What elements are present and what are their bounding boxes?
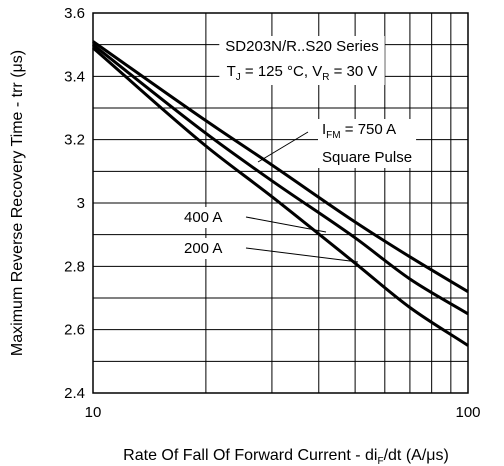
y-tick-label: 2.4 bbox=[64, 385, 85, 402]
series-400-label-background bbox=[181, 207, 226, 228]
y-tick-label: 2.6 bbox=[64, 322, 85, 339]
title-series-text: SD203N/R..S20 Series bbox=[225, 38, 378, 55]
y-tick-label: 3.2 bbox=[64, 132, 85, 149]
series-line-750a bbox=[92, 40, 469, 293]
y-tick-label: 3.6 bbox=[64, 5, 85, 22]
series-750-leader-line bbox=[257, 131, 309, 163]
title-conditions-text: TJ = 125 °C, VR = 30 V bbox=[227, 63, 378, 83]
x-axis-label: Rate Of Fall Of Forward Current - diF/dt… bbox=[123, 447, 449, 466]
y-tick-label: 3 bbox=[77, 195, 85, 212]
x-tick-label: 100 bbox=[455, 404, 480, 421]
tick-labels: 2.4 2.6 2.8 3 3.2 3.4 3.6 10 100 bbox=[64, 5, 480, 421]
y-tick-label: 2.8 bbox=[64, 258, 85, 275]
series-200-label: 200 A bbox=[184, 240, 222, 257]
series-line-400a bbox=[92, 43, 469, 316]
y-tick-label: 3.4 bbox=[64, 68, 85, 85]
title-box-background bbox=[219, 36, 385, 85]
series-750-label-pulse: Square Pulse bbox=[322, 149, 412, 166]
x-tick-label: 10 bbox=[85, 404, 102, 421]
series-400-label: 400 A bbox=[184, 209, 222, 226]
series-750-label-background bbox=[318, 119, 417, 168]
y-axis-label: Maximum Reverse Recovery Time - trr (μs) bbox=[9, 50, 26, 356]
series-750-label: IFM = 750 A bbox=[322, 121, 396, 141]
series-line-200a bbox=[92, 46, 469, 347]
series-lines bbox=[92, 40, 469, 347]
series-200-label-background bbox=[181, 238, 226, 259]
series-200-leader-line bbox=[245, 247, 359, 263]
plot-frame bbox=[92, 12, 469, 394]
series-400-leader-line bbox=[245, 216, 327, 233]
